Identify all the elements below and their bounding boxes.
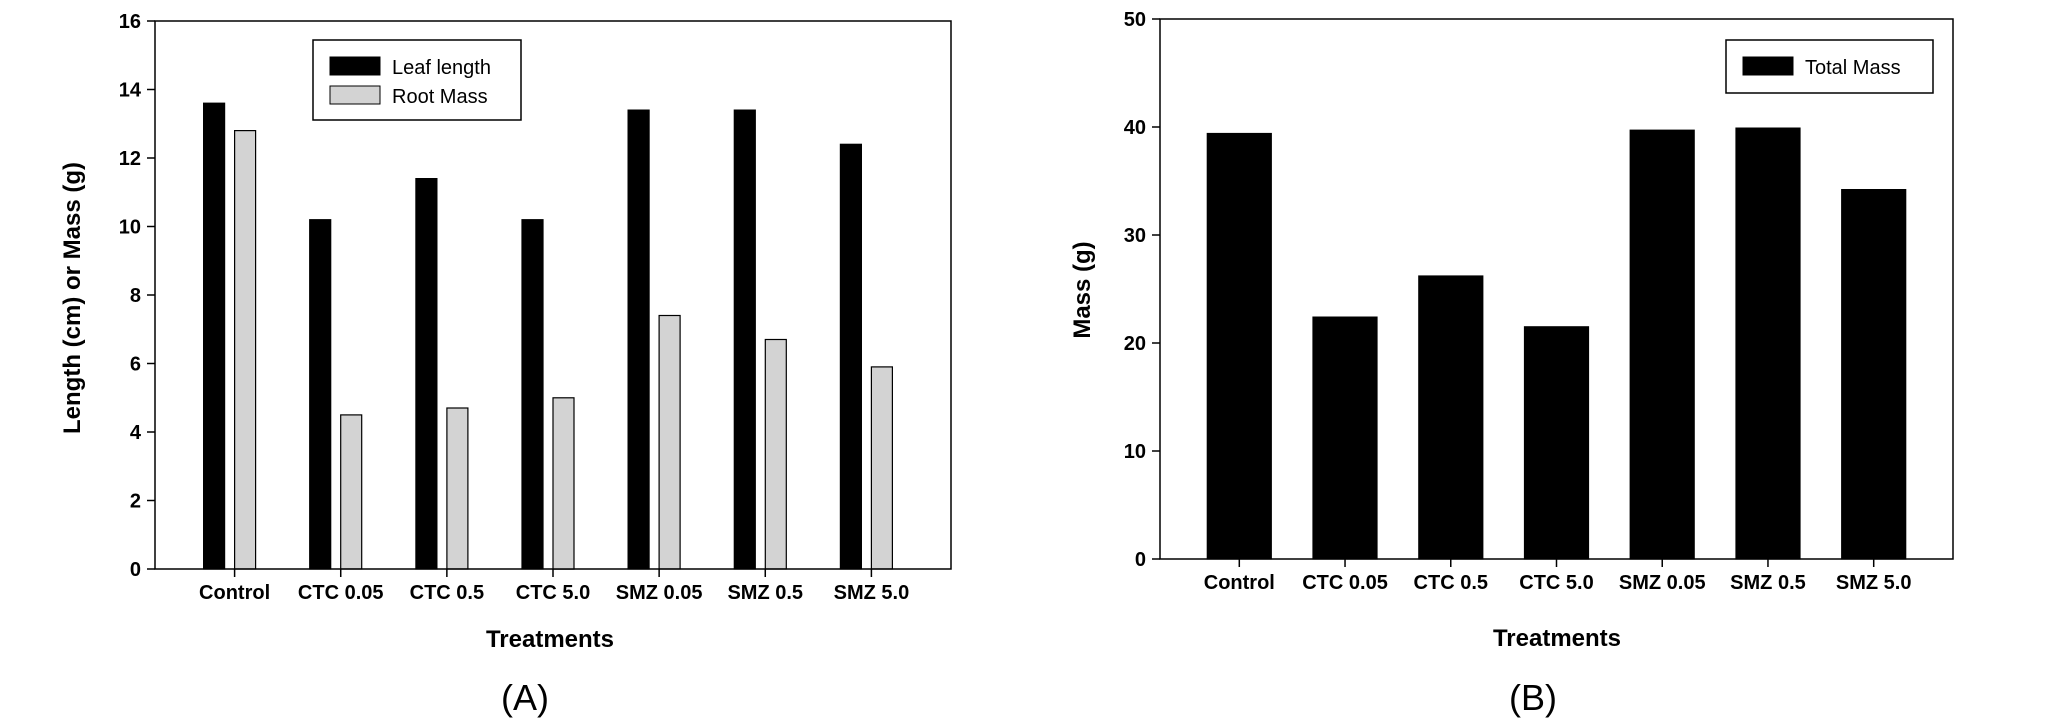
y-tick-label: 2 <box>130 491 141 513</box>
x-tick-label: CTC 0.5 <box>1414 572 1488 594</box>
bar-leaf-length-3 <box>521 219 544 570</box>
x-tick-label: Control <box>199 582 270 604</box>
legend-swatch-total-mass <box>1742 56 1794 76</box>
bar-root-mass-2 <box>446 407 469 570</box>
chart-panel-b: Mass (g) Treatments (B) 0 10 20 30 40 50 Contr… <box>1069 9 1954 718</box>
x-tick-label: SMZ 0.5 <box>727 582 803 604</box>
bar-root-mass-5 <box>764 338 787 570</box>
bar-leaf-length-0 <box>203 102 226 570</box>
bar-leaf-length-1 <box>309 219 332 570</box>
legend-b: Total Mass <box>1725 39 1934 94</box>
bar-leaf-length-2 <box>415 178 438 570</box>
bar-total-mass-6 <box>1841 189 1907 560</box>
y-tick-label: 30 <box>1124 225 1146 247</box>
bar-leaf-length-4 <box>627 109 650 570</box>
bar-total-mass-1 <box>1312 316 1378 560</box>
bar-root-mass-4 <box>658 314 681 570</box>
y-tick-label: 0 <box>1135 549 1146 571</box>
y-tick-label: 8 <box>130 285 141 307</box>
y-tick-label: 16 <box>119 11 141 33</box>
x-tick-label: CTC 5.0 <box>1519 572 1593 594</box>
y-tick-label: 12 <box>119 148 141 170</box>
y-axis-title-b: Mass (g) <box>1069 241 1096 338</box>
legend-box <box>312 39 522 121</box>
x-axis-title-b: Treatments <box>1493 625 1621 652</box>
y-tick-label: 14 <box>119 80 142 102</box>
y-tick-label: 20 <box>1124 333 1146 355</box>
legend-label-leaf-length: Leaf length <box>392 57 491 79</box>
bar-total-mass-3 <box>1523 326 1590 560</box>
x-tick-label: CTC 0.05 <box>1302 572 1388 594</box>
x-tick-label: Control <box>1204 572 1275 594</box>
bar-total-mass-2 <box>1418 275 1484 560</box>
bar-leaf-length-6 <box>839 143 863 570</box>
y-tick-label: 0 <box>130 559 141 581</box>
x-tick-label: SMZ 5.0 <box>834 582 910 604</box>
x-tick-label: SMZ 5.0 <box>1836 572 1912 594</box>
chart-panel-a: Length (cm) or Mass (g) Treatments (A) 0… <box>59 11 952 718</box>
panel-label-b: (B) <box>1509 677 1557 718</box>
legend-label-total-mass: Total Mass <box>1805 57 1901 79</box>
x-tick-label: CTC 0.5 <box>410 582 484 604</box>
x-tick-label: CTC 5.0 <box>516 582 590 604</box>
x-axis-title-a: Treatments <box>486 626 614 653</box>
legend-label-root-mass: Root Mass <box>392 86 488 108</box>
bar-total-mass-0 <box>1206 132 1272 560</box>
legend-swatch-leaf-length <box>329 56 381 76</box>
y-tick-label: 6 <box>130 354 141 376</box>
y-tick-label: 4 <box>130 422 142 444</box>
x-tick-label: SMZ 0.05 <box>1619 572 1706 594</box>
panel-label-a: (A) <box>501 677 549 718</box>
bar-root-mass-3 <box>552 397 575 570</box>
y-tick-label: 10 <box>119 217 141 239</box>
bar-root-mass-0 <box>234 130 257 570</box>
y-axis-title-a: Length (cm) or Mass (g) <box>59 162 86 434</box>
bar-root-mass-6 <box>870 366 894 570</box>
y-tick-label: 50 <box>1124 9 1146 31</box>
x-tick-label: SMZ 0.5 <box>1730 572 1806 594</box>
bar-root-mass-1 <box>340 414 363 570</box>
legend-a: Leaf length Root Mass <box>312 39 522 121</box>
x-tick-label: CTC 0.05 <box>298 582 384 604</box>
bar-total-mass-5 <box>1735 127 1801 560</box>
bar-total-mass-4 <box>1629 129 1695 560</box>
y-tick-label: 40 <box>1124 117 1146 139</box>
bar-leaf-length-5 <box>733 109 756 570</box>
y-tick-label: 10 <box>1124 441 1146 463</box>
legend-swatch-root-mass <box>329 85 381 105</box>
x-tick-label: SMZ 0.05 <box>616 582 703 604</box>
